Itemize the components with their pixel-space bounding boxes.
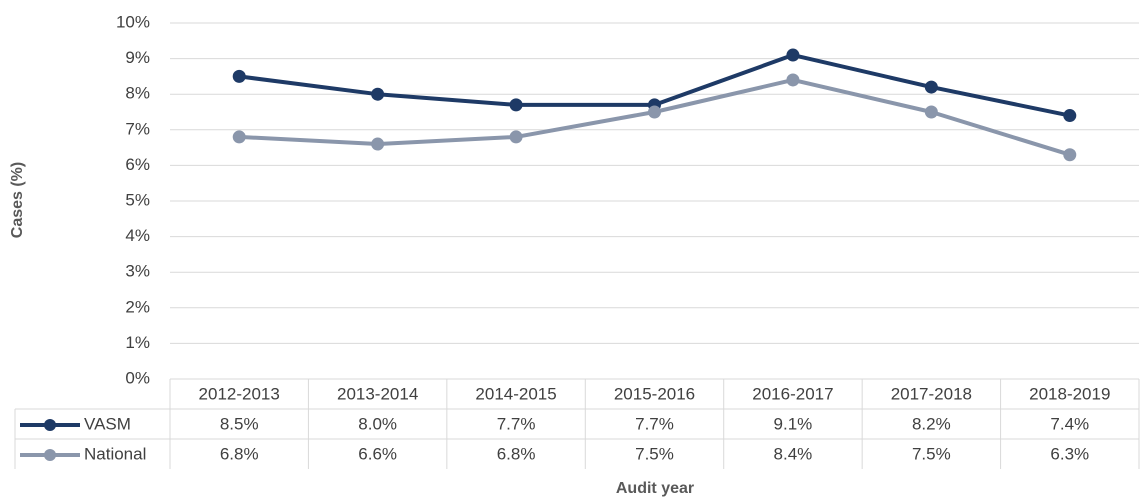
y-tick-label: 3% [125,262,150,281]
data-label: 6.8% [497,444,536,463]
point [1063,148,1077,162]
data-label: 7.4% [1050,414,1089,433]
x-axis-title: Audit year [616,480,694,497]
x-tick-label: 2015-2016 [614,384,695,403]
y-tick-label: 8% [125,84,150,103]
point [786,73,800,87]
legend-label: VASM [84,414,131,433]
y-tick-label: 6% [125,155,150,174]
x-tick-label: 2014-2015 [475,384,556,403]
point [509,130,523,144]
point [1063,109,1077,123]
point [232,130,246,144]
data-label: 6.8% [220,444,259,463]
y-tick-label: 10% [116,12,150,31]
y-tick-label: 0% [125,368,150,387]
legend-marker [44,419,56,431]
data-label: 6.3% [1050,444,1089,463]
x-tick-label: 2013-2014 [337,384,418,403]
data-label: 8.2% [912,414,951,433]
y-tick-label: 7% [125,119,150,138]
y-tick-label: 5% [125,190,150,209]
y-tick-label: 9% [125,48,150,67]
data-label: 8.0% [358,414,397,433]
data-label: 7.7% [497,414,536,433]
y-tick-label: 1% [125,333,150,352]
data-label: 7.5% [912,444,951,463]
point [924,105,938,119]
data-label: 9.1% [774,414,813,433]
x-tick-label: 2018-2019 [1029,384,1110,403]
x-tick-label: 2016-2017 [752,384,833,403]
x-tick-label: 2012-2013 [199,384,280,403]
x-tick-label: 2017-2018 [891,384,972,403]
legend-marker [44,449,56,461]
point [648,105,661,119]
legend-label: National [84,444,146,463]
point [232,69,246,83]
data-label: 8.4% [774,444,813,463]
y-axis-title: Cases (%) [9,162,26,238]
point [371,87,385,101]
y-tick-label: 2% [125,297,150,316]
data-label: 8.5% [220,414,259,433]
y-tick-label: 4% [125,226,150,245]
point [371,137,385,151]
point [786,48,800,62]
data-label: 6.6% [358,444,397,463]
point [924,80,938,94]
data-label: 7.7% [635,414,674,433]
point [509,98,523,112]
data-label: 7.5% [635,444,674,463]
